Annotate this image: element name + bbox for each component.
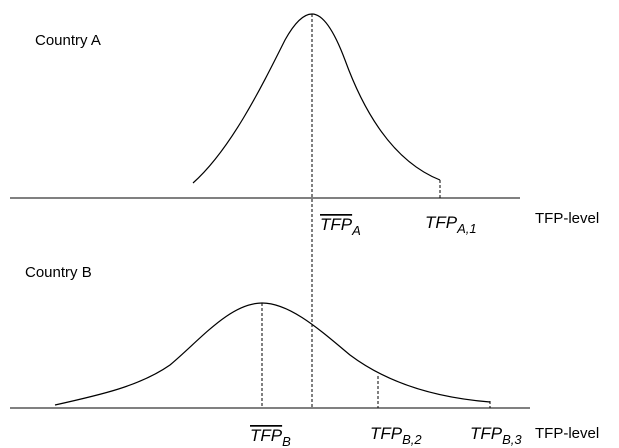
label-sub: A,1 xyxy=(456,221,477,236)
label-sub: B xyxy=(282,434,291,448)
distribution-curve xyxy=(192,13,441,184)
mean-label: TFPA xyxy=(320,215,361,238)
label-main: TFP xyxy=(370,424,403,443)
label-main: TFP xyxy=(425,213,458,232)
point-label: TFPA,1 xyxy=(425,213,477,236)
axis-label: TFP-level xyxy=(535,210,599,227)
label-sub: B,2 xyxy=(402,432,422,447)
label-main: TFP xyxy=(470,424,503,443)
label-sub: A xyxy=(351,223,361,238)
panel-title: Country B xyxy=(25,264,92,281)
label-main: TFP xyxy=(320,215,353,234)
point-label: TFPB,2 xyxy=(370,424,422,447)
axis-label: TFP-level xyxy=(535,425,599,442)
mean-label: TFPB xyxy=(250,426,291,448)
distribution-curve xyxy=(54,302,491,406)
panel-title: Country A xyxy=(35,32,101,49)
label-sub: B,3 xyxy=(502,432,522,447)
label-main: TFP xyxy=(250,426,283,445)
point-label: TFPB,3 xyxy=(470,424,522,447)
